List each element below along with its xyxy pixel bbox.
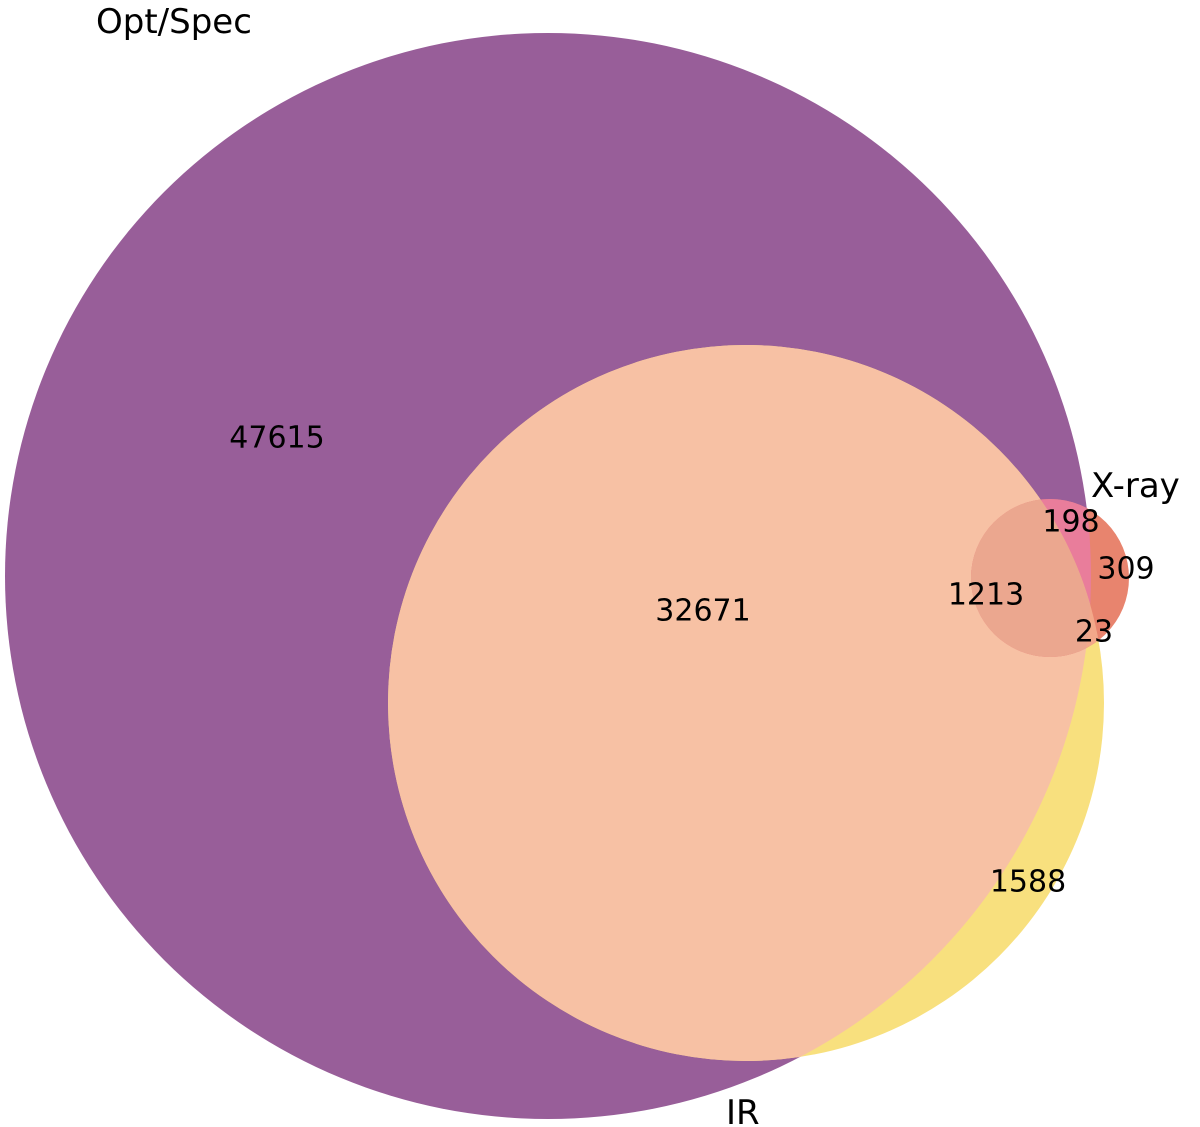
- set-label-opt-spec: Opt/Spec: [96, 2, 252, 42]
- opt-ir-region: [388, 345, 1091, 1061]
- count-opt-ir-xray: 1213: [948, 578, 1024, 613]
- count-opt-only: 47615: [229, 421, 324, 456]
- count-opt-xray: 198: [1042, 505, 1099, 540]
- count-xray-only: 309: [1097, 552, 1154, 587]
- set-label-ir: IR: [726, 1093, 760, 1127]
- set-label-xray: X-ray: [1091, 466, 1180, 506]
- count-ir-xray: 23: [1075, 615, 1113, 650]
- count-ir-only: 1588: [990, 865, 1066, 900]
- count-opt-ir: 32671: [655, 594, 750, 629]
